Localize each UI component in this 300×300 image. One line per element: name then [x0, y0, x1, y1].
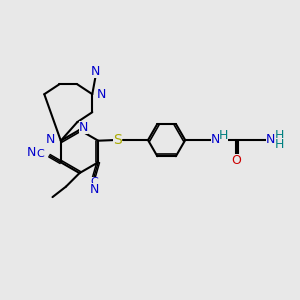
Text: N: N [211, 133, 220, 146]
Text: N: N [91, 65, 101, 78]
Text: C: C [36, 149, 44, 159]
Text: N: N [46, 133, 56, 146]
Text: H: H [275, 129, 284, 142]
Text: N: N [97, 88, 106, 101]
Text: O: O [232, 154, 242, 167]
Text: S: S [113, 133, 122, 147]
Text: N: N [26, 146, 36, 159]
Text: H: H [219, 129, 228, 142]
Text: C: C [90, 177, 98, 187]
Text: N: N [90, 183, 99, 196]
Text: N: N [266, 133, 275, 146]
Text: H: H [275, 138, 284, 151]
Text: N: N [79, 121, 88, 134]
